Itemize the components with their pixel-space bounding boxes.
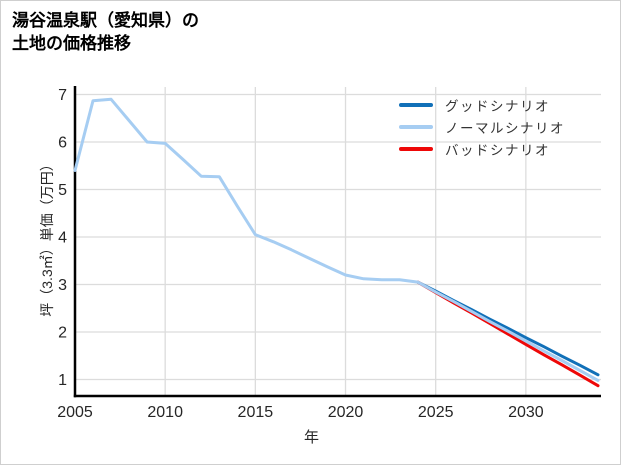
legend-item-normal: ノーマルシナリオ <box>399 119 565 136</box>
series-line-1 <box>73 97 600 382</box>
y-tick-label: 5 <box>58 182 67 199</box>
legend-item-bad: バッドシナリオ <box>399 141 565 158</box>
legend-label-normal: ノーマルシナリオ <box>445 120 565 136</box>
x-tick-label: 2005 <box>57 404 93 421</box>
y-tick-label: 3 <box>58 277 67 294</box>
y-tick-label: 7 <box>58 87 67 104</box>
y-axis-label: 坪（3.3㎡）単価（万円） <box>39 157 55 317</box>
y-tick-label: 4 <box>58 230 67 247</box>
legend-item-good: グッドシナリオ <box>399 97 565 114</box>
bad-scenario-line-swatch <box>399 146 433 151</box>
y-tick-label: 1 <box>58 372 67 389</box>
page-title-line2: 土地の価格推移 <box>12 34 131 53</box>
x-tick-label: 2010 <box>147 404 183 421</box>
normal-scenario-line-swatch <box>399 124 433 129</box>
page-title-line1: 湯谷温泉駅（愛知県）の <box>12 11 199 30</box>
chart-legend: グッドシナリオ ノーマルシナリオ バッドシナリオ <box>399 97 565 158</box>
x-axis-label: 年 <box>303 429 319 446</box>
x-tick-label: 2015 <box>238 404 274 421</box>
legend-label-good: グッドシナリオ <box>445 98 550 114</box>
y-tick-label: 6 <box>58 135 67 152</box>
good-scenario-line-swatch <box>399 102 433 107</box>
x-tick-label: 2025 <box>418 404 454 421</box>
x-tick-label: 2030 <box>508 404 544 421</box>
legend-label-bad: バッドシナリオ <box>445 142 550 158</box>
y-tick-label: 2 <box>58 325 67 342</box>
page-title: 湯谷温泉駅（愛知県）の 土地の価格推移 <box>12 9 199 55</box>
x-tick-label: 2020 <box>328 404 364 421</box>
